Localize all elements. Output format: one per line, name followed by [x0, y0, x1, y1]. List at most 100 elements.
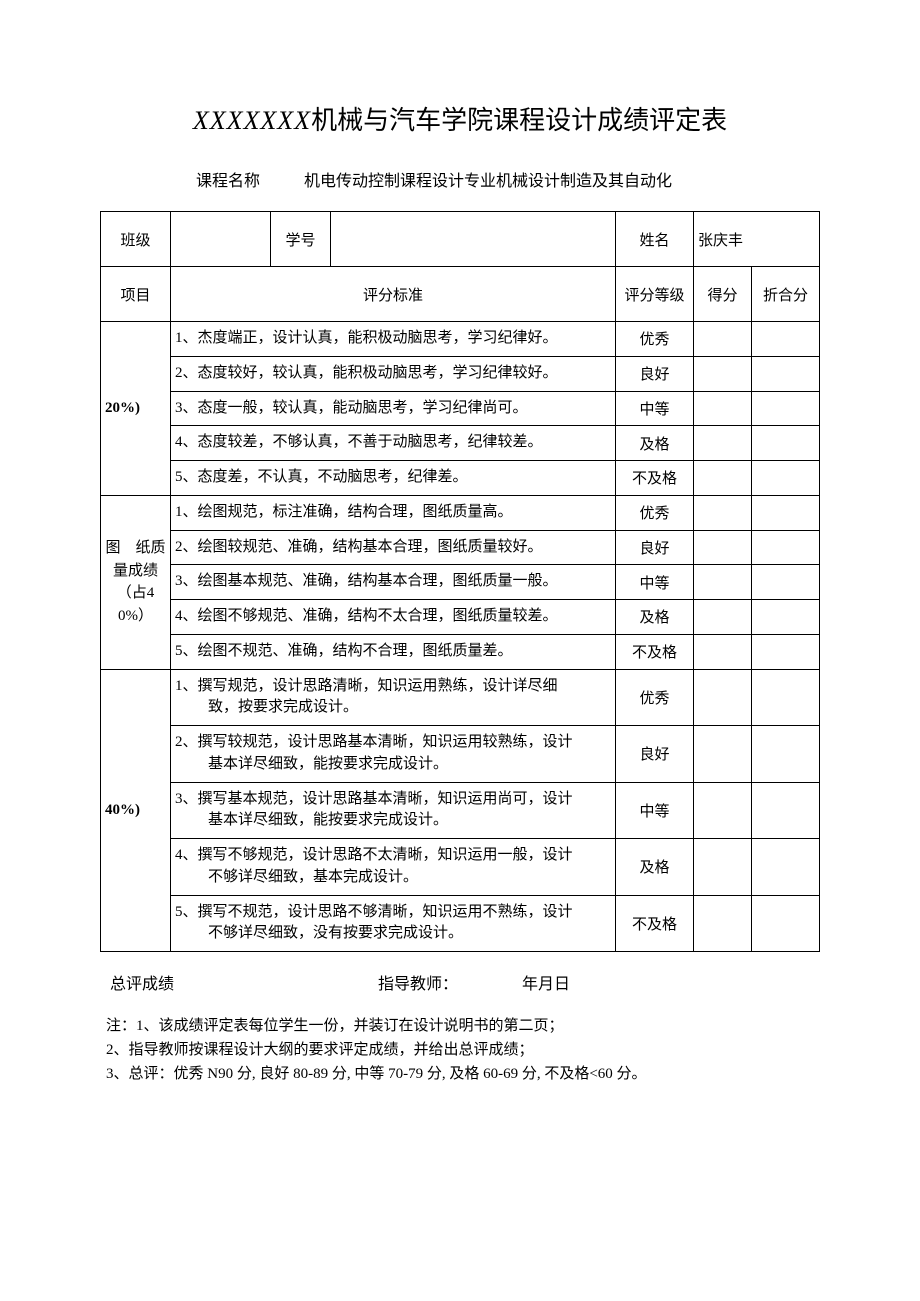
- criteria-text: 3、绘图基本规范、准确，结构基本合理，图纸质量一般。: [171, 565, 616, 600]
- class-value: [171, 212, 271, 267]
- criteria-line1: 3、撰写基本规范，设计思路基本清晰，知识运用尚可，设计: [175, 791, 573, 807]
- course-line: 课程名称 机电传动控制课程设计专业机械设计制造及其自动化: [196, 167, 820, 191]
- title-main: 机械与汽车学院课程设计成绩评定表: [311, 106, 727, 135]
- table-row: 图 纸质量成绩（占40%） 1、绘图规范，标注准确，结构合理，图纸质量高。 优秀: [101, 495, 820, 530]
- grade-cell: 良好: [615, 356, 693, 391]
- score-label: 得分: [693, 267, 751, 322]
- date-label: 年月日: [522, 976, 570, 993]
- course-value: 机电传动控制课程设计专业机械设计制造及其自动化: [304, 173, 672, 190]
- grade-cell: 不及格: [615, 634, 693, 669]
- studentno-value: [331, 212, 616, 267]
- title-prefix: XXXXXXX: [193, 106, 311, 135]
- fold-cell: [751, 565, 819, 600]
- fold-cell: [751, 669, 819, 726]
- table-row: 3、态度一般，较认真，能动脑思考，学习纪律尚可。 中等: [101, 391, 820, 426]
- criteria-text: 4、撰写不够规范，设计思路不太清晰，知识运用一般，设计 不够详尽细致，基本完成设…: [171, 839, 616, 896]
- note-line: 2、指导教师按课程设计大纲的要求评定成绩，并给出总评成绩；: [106, 1038, 820, 1062]
- score-cell: [693, 495, 751, 530]
- note-line: 3、总评：优秀 N90 分, 良好 80-89 分, 中等 70-79 分, 及…: [106, 1062, 820, 1086]
- score-cell: [693, 356, 751, 391]
- grade-label: 评分等级: [615, 267, 693, 322]
- score-cell: [693, 782, 751, 839]
- fold-cell: [751, 461, 819, 496]
- criteria-text: 1、杰度端正，设计认真，能积极动脑思考，学习纪律好。: [171, 322, 616, 357]
- studentno-label: 学号: [271, 212, 331, 267]
- course-label: 课程名称: [196, 173, 260, 190]
- criteria-text: 1、撰写规范，设计思路清晰，知识运用熟练，设计详尽细 致，按要求完成设计。: [171, 669, 616, 726]
- grade-cell: 不及格: [615, 461, 693, 496]
- fold-cell: [751, 356, 819, 391]
- section1-label: 20%): [101, 322, 171, 496]
- score-cell: [693, 426, 751, 461]
- note-line: 注：1、该成绩评定表每位学生一份，并装订在设计说明书的第二页；: [106, 1014, 820, 1038]
- name-value: 张庆丰: [693, 212, 819, 267]
- table-row: 4、撰写不够规范，设计思路不太清晰，知识运用一般，设计 不够详尽细致，基本完成设…: [101, 839, 820, 896]
- criteria-text: 1、绘图规范，标注准确，结构合理，图纸质量高。: [171, 495, 616, 530]
- grade-cell: 中等: [615, 391, 693, 426]
- criteria-text: 2、绘图较规范、准确，结构基本合理，图纸质量较好。: [171, 530, 616, 565]
- table-row: 3、绘图基本规范、准确，结构基本合理，图纸质量一般。 中等: [101, 565, 820, 600]
- grade-cell: 中等: [615, 782, 693, 839]
- criteria-line2: 基本详尽细致，能按要求完成设计。: [175, 754, 611, 776]
- criteria-line1: 2、撰写较规范，设计思路基本清晰，知识运用较熟练，设计: [175, 734, 573, 750]
- total-score-label: 总评成绩: [110, 976, 174, 993]
- fold-cell: [751, 600, 819, 635]
- score-cell: [693, 634, 751, 669]
- table-row: 项目 评分标准 评分等级 得分 折合分: [101, 267, 820, 322]
- grade-cell: 良好: [615, 530, 693, 565]
- criteria-text: 5、绘图不规范、准确，结构不合理，图纸质量差。: [171, 634, 616, 669]
- criteria-label: 评分标准: [171, 267, 616, 322]
- grade-cell: 不及格: [615, 895, 693, 952]
- fold-cell: [751, 782, 819, 839]
- criteria-text: 2、撰写较规范，设计思路基本清晰，知识运用较熟练，设计 基本详尽细致，能按要求完…: [171, 726, 616, 783]
- fold-cell: [751, 839, 819, 896]
- table-row: 5、撰写不规范，设计思路不够清晰，知识运用不熟练，设计 不够详尽细致，没有按要求…: [101, 895, 820, 952]
- table-row: 5、态度差，不认真，不动脑思考，纪律差。 不及格: [101, 461, 820, 496]
- fold-label: 折合分: [751, 267, 819, 322]
- criteria-line2: 不够详尽细致，基本完成设计。: [175, 867, 611, 889]
- criteria-line2: 致，按要求完成设计。: [175, 697, 611, 719]
- criteria-line1: 1、撰写规范，设计思路清晰，知识运用熟练，设计详尽细: [175, 678, 558, 694]
- score-cell: [693, 895, 751, 952]
- table-row: 5、绘图不规范、准确，结构不合理，图纸质量差。 不及格: [101, 634, 820, 669]
- score-cell: [693, 669, 751, 726]
- fold-cell: [751, 495, 819, 530]
- table-row: 2、撰写较规范，设计思路基本清晰，知识运用较熟练，设计 基本详尽细致，能按要求完…: [101, 726, 820, 783]
- table-row: 3、撰写基本规范，设计思路基本清晰，知识运用尚可，设计 基本详尽细致，能按要求完…: [101, 782, 820, 839]
- criteria-line1: 4、撰写不够规范，设计思路不太清晰，知识运用一般，设计: [175, 847, 573, 863]
- table-row: 4、绘图不够规范、准确，结构不太合理，图纸质量较差。 及格: [101, 600, 820, 635]
- teacher-label: 指导教师：: [378, 976, 458, 993]
- table-row: 2、绘图较规范、准确，结构基本合理，图纸质量较好。 良好: [101, 530, 820, 565]
- grade-cell: 及格: [615, 600, 693, 635]
- criteria-text: 4、绘图不够规范、准确，结构不太合理，图纸质量较差。: [171, 600, 616, 635]
- grade-cell: 中等: [615, 565, 693, 600]
- score-cell: [693, 461, 751, 496]
- section3-label: 40%): [101, 669, 171, 952]
- score-cell: [693, 726, 751, 783]
- fold-cell: [751, 895, 819, 952]
- grade-cell: 优秀: [615, 322, 693, 357]
- grade-cell: 优秀: [615, 669, 693, 726]
- table-row: 20%) 1、杰度端正，设计认真，能积极动脑思考，学习纪律好。 优秀: [101, 322, 820, 357]
- criteria-line1: 5、撰写不规范，设计思路不够清晰，知识运用不熟练，设计: [175, 904, 573, 920]
- criteria-text: 3、撰写基本规范，设计思路基本清晰，知识运用尚可，设计 基本详尽细致，能按要求完…: [171, 782, 616, 839]
- fold-cell: [751, 426, 819, 461]
- score-cell: [693, 839, 751, 896]
- criteria-text: 4、态度较差，不够认真，不善于动脑思考，纪律较差。: [171, 426, 616, 461]
- fold-cell: [751, 726, 819, 783]
- criteria-text: 5、撰写不规范，设计思路不够清晰，知识运用不熟练，设计 不够详尽细致，没有按要求…: [171, 895, 616, 952]
- criteria-text: 5、态度差，不认真，不动脑思考，纪律差。: [171, 461, 616, 496]
- evaluation-table: 班级 学号 姓名 张庆丰 项目 评分标准 评分等级 得分 折合分 20%) 1、…: [100, 211, 820, 952]
- fold-cell: [751, 530, 819, 565]
- name-label: 姓名: [615, 212, 693, 267]
- grade-cell: 良好: [615, 726, 693, 783]
- item-label: 项目: [101, 267, 171, 322]
- grade-cell: 及格: [615, 426, 693, 461]
- summary-line: 总评成绩 指导教师： 年月日: [110, 970, 820, 994]
- table-row: 班级 学号 姓名 张庆丰: [101, 212, 820, 267]
- criteria-line2: 基本详尽细致，能按要求完成设计。: [175, 810, 611, 832]
- page-title: XXXXXXX机械与汽车学院课程设计成绩评定表: [100, 100, 820, 137]
- criteria-line2: 不够详尽细致，没有按要求完成设计。: [175, 923, 611, 945]
- class-label: 班级: [101, 212, 171, 267]
- table-row: 40%) 1、撰写规范，设计思路清晰，知识运用熟练，设计详尽细 致，按要求完成设…: [101, 669, 820, 726]
